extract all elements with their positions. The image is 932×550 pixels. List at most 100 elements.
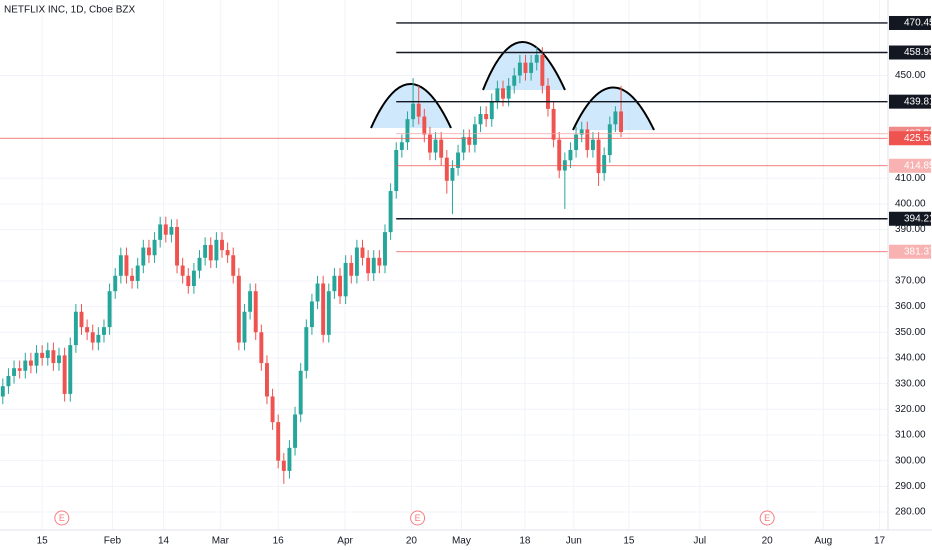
x-tick-label: 20 <box>406 536 418 547</box>
candle-body <box>427 134 432 153</box>
candle-body <box>270 396 275 423</box>
level-label: 439.81 <box>904 96 932 107</box>
candle-body <box>208 244 213 261</box>
earnings-label: E <box>415 513 421 523</box>
candle-body <box>534 54 539 63</box>
candle-body <box>293 414 298 448</box>
level-label: 458.95 <box>904 47 932 58</box>
candle-body <box>12 368 17 376</box>
candle-body <box>360 247 365 258</box>
candle-body <box>57 355 61 364</box>
candle-body <box>568 149 573 161</box>
candle-body <box>118 255 123 276</box>
y-tick-label: 320.00 <box>895 404 926 415</box>
candle-body <box>489 101 494 120</box>
candle-body <box>557 139 562 171</box>
candle-body <box>6 375 11 387</box>
earnings-marker <box>54 510 70 526</box>
candle-body <box>501 88 505 99</box>
level-label: 394.21 <box>904 213 932 224</box>
candle-body <box>242 311 247 343</box>
pattern-arc <box>370 83 452 129</box>
candle-body <box>354 247 359 276</box>
x-tick-label: May <box>452 536 471 547</box>
candle-body <box>456 152 461 168</box>
level-label-bg <box>889 244 931 259</box>
candle-body <box>371 257 376 274</box>
x-tick-label: Mar <box>212 536 230 547</box>
level-label-bg <box>889 211 931 226</box>
chart-title: NETFLIX INC, 1D, Cboe BZX <box>4 5 135 16</box>
candle-body <box>517 62 522 76</box>
level-label-bg <box>889 45 931 60</box>
level-label-bg <box>889 94 931 109</box>
candle-body <box>96 334 101 343</box>
x-tick-label: 20 <box>762 536 774 547</box>
candle-body <box>484 114 489 120</box>
candle-body <box>394 149 399 192</box>
x-tick-label: 18 <box>519 536 531 547</box>
y-tick-label: 310.00 <box>895 430 926 441</box>
candle-body <box>411 103 416 120</box>
candle-body <box>523 62 528 73</box>
level-label: 425.56 <box>904 133 932 144</box>
candle-body <box>540 54 545 86</box>
candle-body <box>405 119 410 143</box>
candle-body <box>90 332 95 343</box>
y-tick-label: 300.00 <box>895 455 926 466</box>
level-label-bg <box>889 158 931 173</box>
candle-body <box>45 350 50 358</box>
candle-body <box>236 275 241 343</box>
candle-body <box>321 283 326 335</box>
pattern-arc <box>482 41 566 91</box>
candle-body <box>551 108 556 140</box>
x-tick-label: Aug <box>814 536 832 547</box>
candle-body <box>276 422 281 461</box>
candle-body <box>248 291 253 312</box>
candle-body <box>619 111 624 132</box>
candle-body <box>613 111 618 125</box>
candle-body <box>191 270 196 287</box>
candle-body <box>186 275 191 287</box>
candle-body <box>113 275 118 292</box>
y-tick-label: 400.00 <box>895 199 926 210</box>
y-tick-label: 370.00 <box>895 276 926 287</box>
y-tick-label: 450.00 <box>895 70 926 81</box>
candle-body <box>253 291 258 333</box>
candle-body <box>28 360 33 366</box>
candle-body <box>602 155 607 174</box>
level-label: 414.85 <box>904 160 932 171</box>
x-tick-label: 16 <box>273 536 285 547</box>
candle-body <box>461 137 466 153</box>
y-tick-label: 290.00 <box>895 481 926 492</box>
candle-body <box>383 232 387 266</box>
candle-body <box>169 226 174 235</box>
candle-body <box>512 75 517 86</box>
pattern-arc <box>572 86 655 131</box>
candle-body <box>85 327 90 333</box>
candle-body <box>433 139 438 153</box>
candle-body <box>439 139 444 158</box>
y-tick-label: 390.00 <box>895 224 926 235</box>
candle-body <box>298 370 303 415</box>
candle-body <box>596 139 601 174</box>
candle-body <box>287 447 292 471</box>
candle-body <box>62 355 67 394</box>
candle-body <box>281 460 286 471</box>
candle-body <box>141 247 146 266</box>
candle-body <box>214 239 219 261</box>
candle-body <box>388 191 393 233</box>
candle-body <box>304 327 309 371</box>
candle-body <box>175 226 180 266</box>
candle-body <box>546 85 550 109</box>
candle-body <box>332 275 337 292</box>
x-tick-label: Apr <box>337 536 353 547</box>
candle-body <box>51 350 56 364</box>
candle-body <box>124 255 129 276</box>
candles <box>0 47 624 484</box>
candle-body <box>79 311 84 328</box>
candle-body <box>377 257 382 266</box>
level-label-bg <box>889 15 931 30</box>
candle-body <box>495 88 500 102</box>
candle-body <box>23 360 28 371</box>
